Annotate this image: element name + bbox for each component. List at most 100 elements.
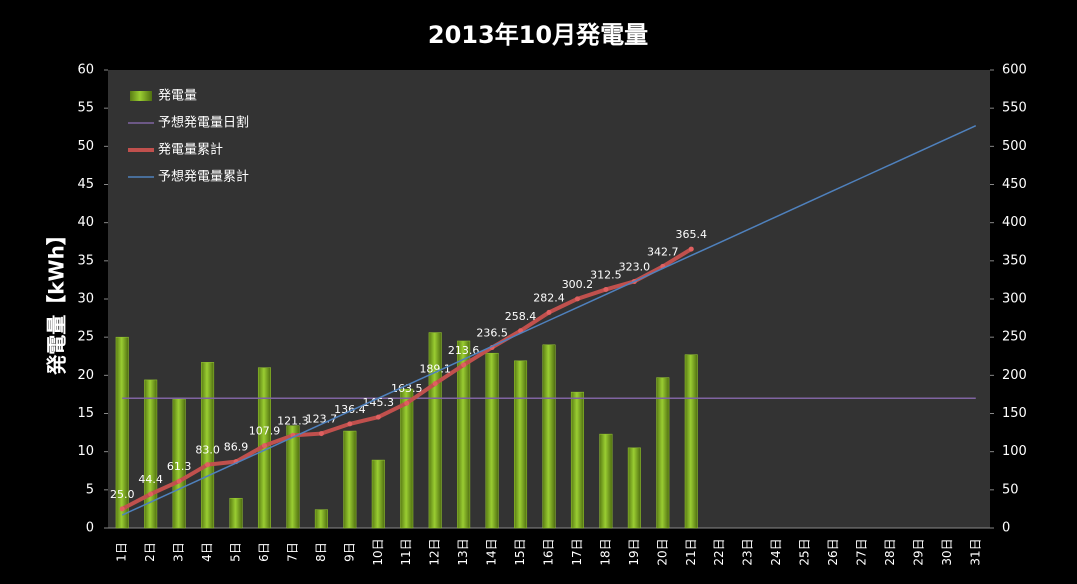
x-tick-label: 8日 xyxy=(314,542,328,562)
data-label: 121.3 xyxy=(277,414,309,427)
y-tick-label: 25 xyxy=(77,330,94,345)
marker xyxy=(546,309,552,315)
y-tick-label: 10 xyxy=(77,444,94,459)
y-tick-label: 60 xyxy=(77,63,94,78)
marker xyxy=(432,381,438,387)
y2-tick-label: 50 xyxy=(1002,482,1019,497)
legend-label: 予想発電量日割 xyxy=(158,115,249,131)
bar xyxy=(570,391,584,529)
data-label: 107.9 xyxy=(249,425,281,438)
y2-tick-label: 500 xyxy=(1002,139,1027,154)
y-tick-label: 15 xyxy=(77,406,94,421)
bar xyxy=(286,425,300,529)
y2-tick-label: 100 xyxy=(1002,444,1027,459)
y-tick-label: 55 xyxy=(77,101,94,116)
marker xyxy=(603,286,609,292)
marker xyxy=(461,362,467,368)
y-tick-label: 40 xyxy=(77,215,94,230)
bar xyxy=(172,398,186,529)
bar xyxy=(485,352,499,529)
x-tick-label: 19日 xyxy=(627,538,641,565)
y-tick-label: 5 xyxy=(86,482,94,497)
data-label: 312.5 xyxy=(590,268,622,281)
x-tick-label: 20日 xyxy=(655,538,669,565)
bar xyxy=(684,354,698,529)
x-tick-label: 16日 xyxy=(542,538,556,565)
data-label: 86.9 xyxy=(224,441,249,454)
y-tick-label: 35 xyxy=(77,253,94,268)
x-tick-label: 13日 xyxy=(456,538,470,565)
bar xyxy=(201,362,215,529)
x-tick-label: 27日 xyxy=(854,538,868,565)
data-label: 136.4 xyxy=(334,403,366,416)
data-label: 323.0 xyxy=(619,260,651,273)
y2-tick-label: 450 xyxy=(1002,177,1027,192)
x-tick-label: 2日 xyxy=(143,542,157,562)
x-tick-label: 23日 xyxy=(741,538,755,565)
bar xyxy=(229,497,243,529)
data-label: 25.0 xyxy=(110,488,135,501)
x-tick-label: 4日 xyxy=(200,542,214,562)
data-label: 189.1 xyxy=(419,363,451,376)
legend-label: 発電量 xyxy=(158,89,197,104)
data-label: 365.4 xyxy=(676,228,708,241)
chart-title: 2013年10月発電量 xyxy=(428,21,648,49)
legend-label: 発電量累計 xyxy=(158,142,223,158)
x-tick-label: 9日 xyxy=(342,542,356,562)
marker xyxy=(318,431,324,437)
x-tick-label: 3日 xyxy=(172,542,186,562)
bar xyxy=(627,447,641,529)
data-label: 163.5 xyxy=(391,382,423,395)
bar xyxy=(514,360,528,529)
data-label: 123.7 xyxy=(306,413,338,426)
data-label: 213.6 xyxy=(448,344,480,357)
bar xyxy=(542,344,556,529)
x-tick-label: 28日 xyxy=(883,538,897,565)
marker xyxy=(261,443,267,449)
x-tick-label: 30日 xyxy=(940,538,954,565)
x-tick-label: 7日 xyxy=(285,542,299,562)
bar xyxy=(656,377,670,529)
y2-tick-label: 0 xyxy=(1002,521,1010,536)
data-label: 300.2 xyxy=(562,278,594,291)
y2-tick-label: 550 xyxy=(1002,101,1027,116)
x-tick-label: 22日 xyxy=(712,538,726,565)
y2-tick-label: 350 xyxy=(1002,253,1027,268)
bar xyxy=(457,340,471,529)
data-label: 145.3 xyxy=(363,396,395,409)
x-tick-label: 15日 xyxy=(513,538,527,565)
x-tick-label: 10日 xyxy=(371,538,385,565)
y-tick-label: 50 xyxy=(77,139,94,154)
marker xyxy=(347,421,353,427)
x-tick-label: 29日 xyxy=(911,538,925,565)
data-label: 236.5 xyxy=(476,326,508,339)
bar xyxy=(144,379,158,529)
marker xyxy=(688,246,694,252)
marker xyxy=(176,478,182,484)
y-tick-label: 30 xyxy=(77,292,94,307)
y-tick-label: 45 xyxy=(77,177,94,192)
y-tick-label: 0 xyxy=(86,521,94,536)
bar xyxy=(314,509,328,529)
y2-tick-label: 200 xyxy=(1002,368,1027,383)
x-tick-label: 31日 xyxy=(968,538,982,565)
y-axis-label: 発電量【kWh】 xyxy=(45,225,69,376)
y-tick-label: 20 xyxy=(77,368,94,383)
x-tick-label: 1日 xyxy=(115,542,129,562)
marker xyxy=(205,462,211,468)
x-tick-label: 5日 xyxy=(229,542,243,562)
data-label: 258.4 xyxy=(505,310,537,323)
bar xyxy=(115,336,129,529)
x-tick-label: 11日 xyxy=(399,538,413,565)
data-label: 44.4 xyxy=(138,473,163,486)
x-tick-label: 18日 xyxy=(598,538,612,565)
marker xyxy=(375,414,381,420)
marker xyxy=(404,400,410,406)
data-label: 342.7 xyxy=(647,245,679,258)
y2-tick-label: 150 xyxy=(1002,406,1027,421)
legend-label: 予想発電量累計 xyxy=(158,169,249,185)
x-tick-label: 26日 xyxy=(826,538,840,565)
data-label: 282.4 xyxy=(533,291,565,304)
bar xyxy=(371,459,385,529)
